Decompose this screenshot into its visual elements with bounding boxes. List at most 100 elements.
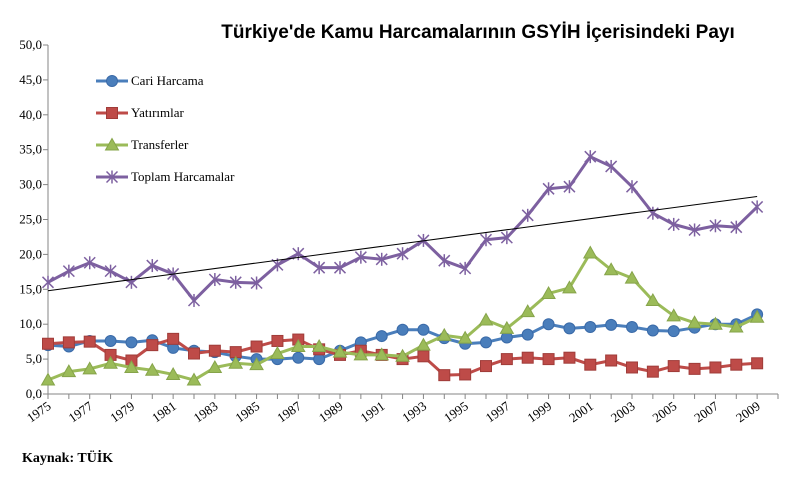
data-point [646,206,659,220]
data-point [563,180,576,194]
data-point [354,250,367,264]
x-axis: 1975 1977 1979 1981 1983 1985 1987 1989 1991 1993… [24,393,779,425]
data-point [144,362,160,376]
x-tick-label: 1991 [358,398,388,425]
data-point [542,353,555,366]
x-tick-label: 1989 [316,398,346,425]
data-point [125,336,138,349]
data-point [479,233,493,247]
data-point [625,180,639,194]
legend-label: Transferler [131,137,189,152]
data-point [311,339,327,353]
data-point [82,361,98,375]
data-point [290,339,306,353]
data-point [375,330,388,343]
data-point [313,261,326,275]
data-point [146,339,159,352]
data-point [333,261,347,275]
data-point [563,351,576,364]
x-tick-label: 2005 [650,398,680,425]
series-2 [40,245,765,386]
data-point [167,332,180,345]
legend-label: Cari Harcama [131,73,204,88]
data-point [730,220,743,234]
data-point [83,335,96,348]
data-point [62,336,75,349]
y-tick-label: 5,0 [26,351,42,366]
data-point [83,256,96,270]
legend-item: Yatırımlar [96,105,185,120]
y-tick-label: 30,0 [19,177,42,192]
data-point [104,264,117,278]
data-point [751,200,764,214]
x-tick-label: 1993 [399,398,429,425]
legend-label: Yatırımlar [131,105,185,120]
data-point [459,368,472,381]
legend-label: Toplam Harcamalar [131,169,235,184]
data-point [459,261,472,275]
data-point [438,254,451,268]
data-point [416,337,431,351]
data-point [270,345,285,360]
data-point [165,366,181,380]
y-tick-label: 15,0 [19,281,42,296]
data-point [541,285,556,299]
data-point [208,344,221,357]
y-tick-label: 0,0 [26,386,42,401]
data-point [395,348,410,362]
data-point [667,360,680,373]
data-point [687,315,702,329]
data-point [375,252,388,266]
data-point [709,361,722,374]
x-tick-label: 2007 [691,398,721,425]
data-point [688,223,701,237]
series-4 [47,195,758,292]
legend: Cari Harcama Yatırımlar Transferler Toplam … [96,73,235,184]
data-point [332,344,348,358]
data-point [207,359,223,373]
legend-marker [106,107,118,119]
x-tick-label: 2009 [733,398,763,425]
x-tick-label: 2001 [566,398,596,425]
data-point [478,312,494,326]
data-point [271,334,284,347]
data-point [708,316,723,330]
data-point [584,358,597,371]
data-point [292,351,305,364]
legend-marker [105,170,119,184]
data-point [146,259,159,273]
y-tick-label: 40,0 [19,107,42,122]
data-point [124,359,139,373]
data-point [480,360,492,373]
x-tick-label: 1999 [524,398,554,425]
data-point [188,347,200,360]
data-point [730,358,743,371]
data-point [103,355,118,369]
legend-item: Cari Harcama [96,73,204,88]
x-tick-label: 1995 [441,398,471,425]
data-point [584,320,597,333]
data-point [186,372,202,386]
data-point [626,320,638,333]
data-point [417,323,430,336]
data-point [208,273,221,287]
data-point [751,357,764,370]
data-point [353,347,369,361]
plot-area [40,150,765,386]
chart-title: Türkiye'de Kamu Harcamalarının GSYİH İçe… [221,22,735,43]
data-point [645,292,661,306]
data-point [728,319,744,333]
data-point [605,318,618,331]
x-tick-label: 1979 [107,398,137,425]
x-tick-label: 1983 [191,398,221,425]
trend-line [47,195,758,292]
data-point [563,322,576,335]
data-point [520,304,536,318]
data-point [436,327,452,341]
data-point [667,217,680,231]
data-point [605,159,618,173]
legend-item: Toplam Harcamalar [96,169,235,184]
data-point [542,318,555,331]
y-tick-label: 50,0 [19,37,42,52]
